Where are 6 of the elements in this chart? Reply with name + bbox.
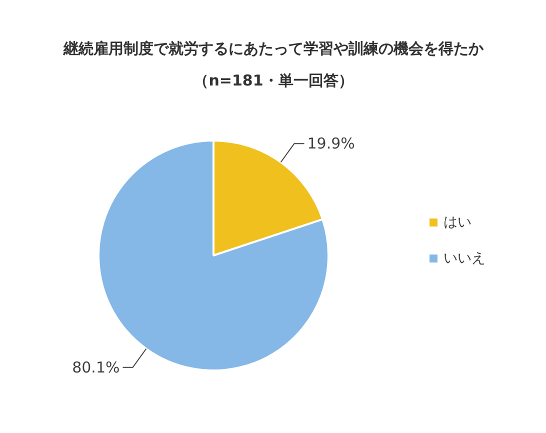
data-label: 80.1%: [72, 358, 120, 376]
legend-label: はい: [444, 214, 472, 230]
data-label: 19.9%: [307, 134, 355, 153]
legend-label: いいえ: [444, 250, 486, 266]
chart-subtitle: （n=181・単一回答）: [194, 72, 354, 90]
chart-title: 継続雇用制度で就労するにあたって学習や訓練の機会を得たか: [62, 40, 484, 58]
